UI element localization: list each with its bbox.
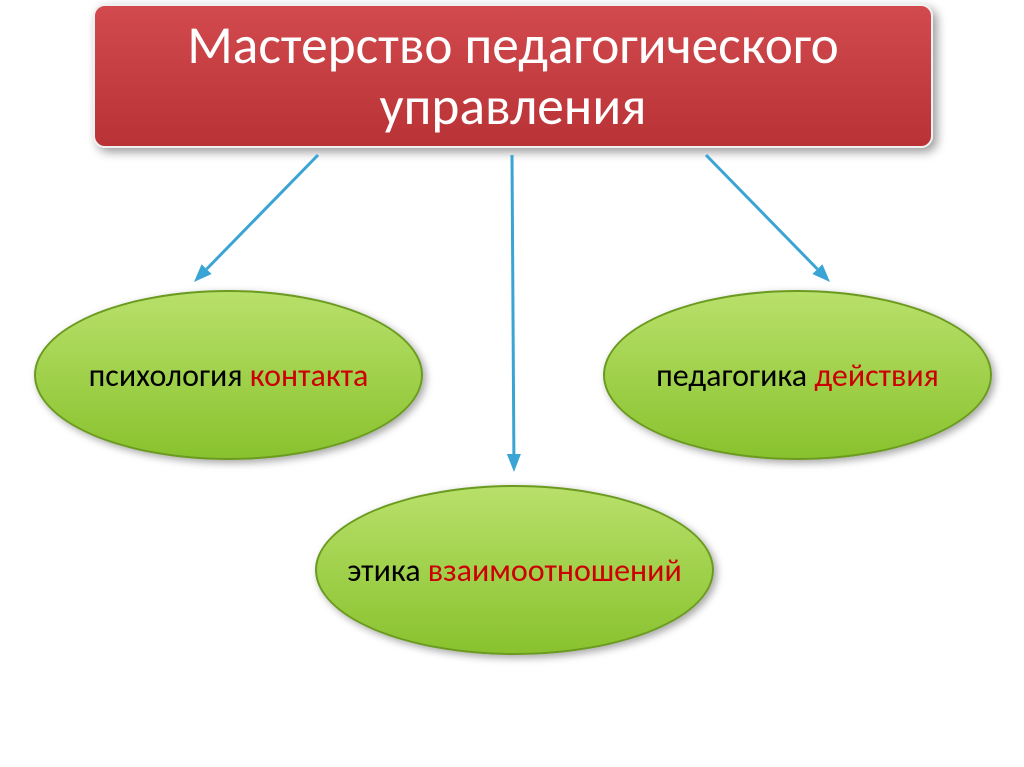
ellipse-psychology-label-accent: контакта <box>250 356 369 395</box>
title-box: Мастерство педагогического управления <box>93 4 933 148</box>
ellipse-ethics-label-primary: этика <box>347 551 428 590</box>
ellipse-ethics-label: этика взаимоотношений <box>347 551 682 590</box>
ellipse-pedagogy-label-primary: педагогика <box>656 356 814 395</box>
arrow-left-head <box>194 264 212 282</box>
ellipse-pedagogy-label: педагогика действия <box>656 356 939 395</box>
ellipse-pedagogy: педагогика действия <box>603 290 992 460</box>
arrow-right-line <box>706 155 817 269</box>
ellipse-psychology-label-primary: психология <box>89 356 250 395</box>
arrow-right-head <box>812 264 830 282</box>
ellipse-ethics: этика взаимоотношений <box>315 485 714 655</box>
ellipse-pedagogy-label-accent: действия <box>814 356 939 395</box>
title-text: Мастерство педагогического управления <box>187 15 839 138</box>
arrow-center-line <box>512 155 514 454</box>
ellipse-psychology-label: психология контакта <box>89 356 369 395</box>
arrow-center-head <box>507 454 521 472</box>
arrow-left-line <box>207 155 318 269</box>
diagram-stage: Мастерство педагогического управления пс… <box>0 0 1024 767</box>
ellipse-ethics-label-accent: взаимоотношений <box>428 551 682 590</box>
ellipse-psychology: психология контакта <box>34 290 423 460</box>
